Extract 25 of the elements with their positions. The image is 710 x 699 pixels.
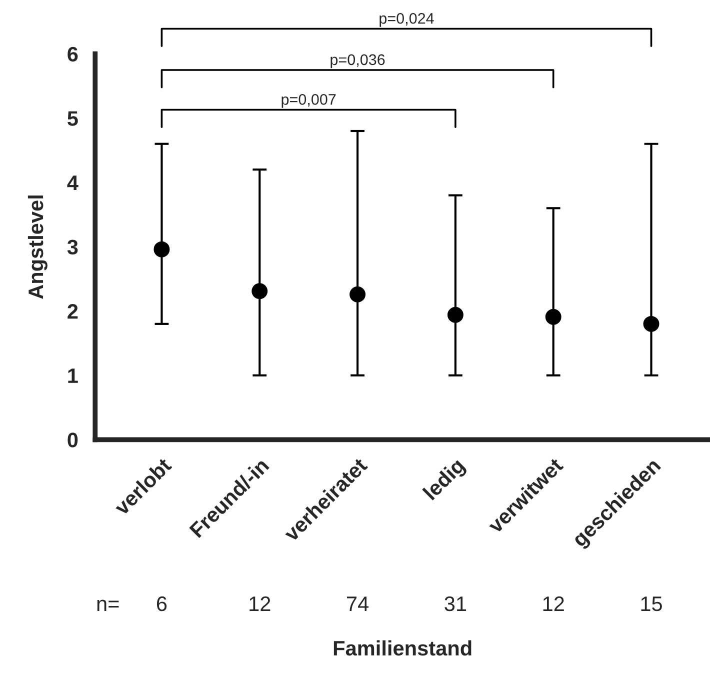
text: 12: [250, 596, 270, 611]
point: [350, 286, 366, 302]
y-tick-label: 0: [68, 432, 78, 448]
point: [545, 308, 562, 325]
annotation: p=0,036: [330, 54, 385, 68]
text: n=: [97, 600, 119, 611]
annotation: p=0,007: [282, 94, 336, 108]
y-tick-label: 4: [67, 176, 78, 190]
text: 31: [444, 596, 466, 612]
y-tick-label: 3: [67, 240, 78, 255]
text: 6: [156, 596, 167, 612]
x-axis-title: Familienstand: [334, 640, 472, 656]
point: [252, 283, 268, 300]
y-tick-label: 2: [68, 304, 78, 319]
text: 15: [641, 596, 662, 612]
y-tick-label: 5: [68, 111, 78, 126]
point: [154, 241, 170, 258]
point: [447, 306, 464, 323]
y-axis-title: Angstlevel: [28, 196, 48, 299]
text: 12: [543, 596, 564, 611]
text: p=0,024: [380, 12, 434, 27]
text: 74: [347, 596, 369, 611]
point: [643, 316, 660, 332]
y-tick-label: 6: [68, 46, 78, 62]
y-tick-label: 1: [68, 368, 78, 383]
